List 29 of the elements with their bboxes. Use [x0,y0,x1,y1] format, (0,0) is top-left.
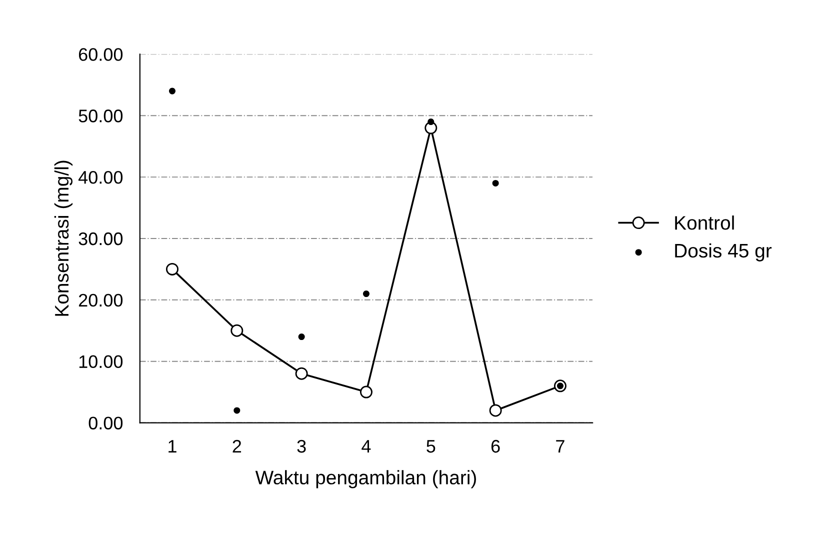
point [428,118,434,126]
y-tick-label: 20.00 [78,294,123,307]
y-tick-label: 60.00 [78,48,123,61]
point [298,334,305,340]
point [362,290,370,298]
x-tick-label: 2 [232,440,242,453]
legend-label: Dosis 45 gr [675,243,772,262]
y-tick-label: 30.00 [78,232,123,246]
legend-label: Kontrol [675,215,734,230]
y-tick-label: 10.00 [79,355,123,368]
point [492,180,499,186]
x-tick-label: 1 [168,440,176,453]
point [168,88,176,94]
y-tick-label: 0.00 [88,416,123,430]
x-tick-label: 4 [362,440,371,453]
point [234,407,240,414]
point [295,367,308,380]
x-tick-label: 7 [556,440,564,453]
x-tick-label: 6 [491,440,500,453]
x-tick-label: 3 [297,440,306,453]
y-tick-label: 50.00 [78,110,123,122]
point [360,386,372,398]
point [489,404,502,417]
x-tick-label: 5 [426,440,436,453]
y-axis-title: Konsentrasi (mg/l) [54,160,73,316]
x-axis-title: Waktu pengambilan (hari) [255,470,476,488]
point [166,262,178,276]
y-tick-label: 40.00 [78,170,123,184]
point [230,324,244,337]
